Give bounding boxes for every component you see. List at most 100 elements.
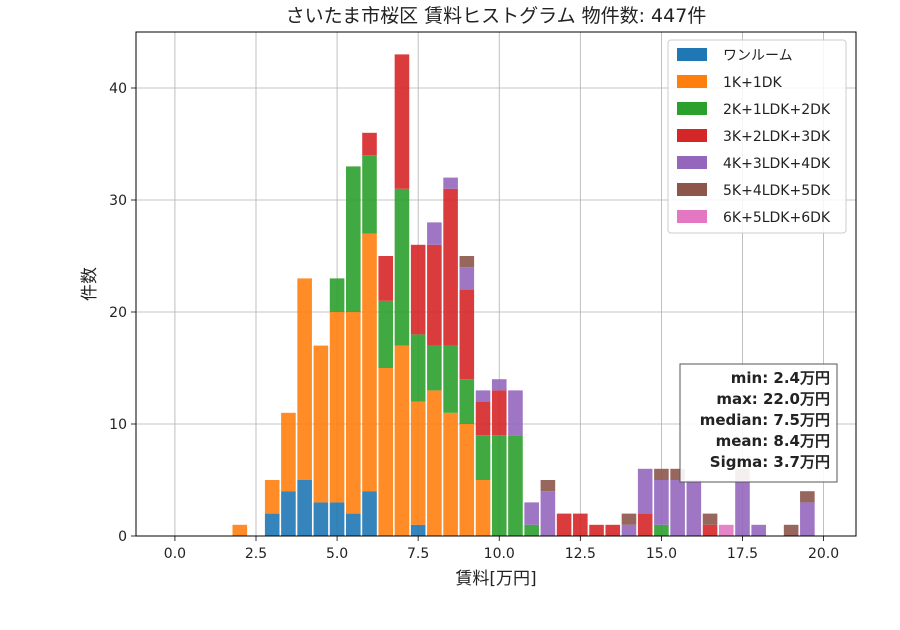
bar-segment [800, 491, 815, 503]
bar-segment [654, 480, 669, 525]
x-tick-label: 0.0 [164, 546, 186, 562]
bar-segment [573, 513, 588, 536]
bar-segment [491, 435, 507, 536]
y-tick-label: 30 [109, 193, 127, 209]
bar-segment [264, 513, 280, 536]
bar-segment [281, 412, 296, 492]
bar-segment [556, 513, 572, 536]
bar-segment [491, 379, 507, 391]
y-tick-label: 10 [109, 417, 127, 433]
x-tick-label: 17.5 [727, 546, 758, 562]
bar-segment [313, 502, 329, 536]
legend-label: 1K+1DK [723, 75, 783, 91]
legend-label: 5K+4LDK+5DK [723, 183, 831, 199]
bar-segment [297, 480, 312, 536]
bar-segment [394, 54, 410, 189]
bar-segment [297, 278, 312, 480]
bar-segment [346, 513, 361, 536]
bar-segment [378, 300, 394, 368]
bar-segment [540, 491, 556, 536]
bars [232, 54, 815, 536]
legend-label: ワンルーム [723, 48, 793, 64]
bar-segment [410, 244, 426, 335]
x-tick-label: 10.0 [484, 546, 515, 562]
bar-segment [621, 524, 637, 536]
x-tick-label: 7.5 [407, 546, 429, 562]
legend-label: 2K+1LDK+2DK [723, 102, 831, 118]
bar-segment [346, 166, 361, 312]
y-axis-label: 件数 [80, 267, 100, 301]
bar-segment [783, 524, 799, 536]
chart-title: さいたま市桜区 賃料ヒストグラム 物件数: 447件 [286, 5, 707, 27]
bar-segment [329, 312, 345, 503]
bar-segment [378, 368, 394, 536]
y-axis-ticks: 0 10 20 30 40 [109, 81, 136, 545]
bar-segment [654, 524, 669, 536]
legend-swatch [677, 48, 707, 61]
bar-segment [621, 513, 637, 525]
x-tick-label: 2.5 [245, 546, 267, 562]
legend-entries: ワンルーム 1K+1DK 2K+1LDK+2DK 3K+2LDK+3DK 4K+3LDK… [677, 48, 831, 226]
y-tick-label: 0 [118, 529, 127, 545]
bar-segment [443, 177, 458, 189]
bar-segment [524, 524, 539, 536]
bar-segment [410, 334, 426, 402]
stats-median: median: 7.5万円 [700, 411, 830, 429]
bar-segment [508, 435, 523, 536]
bar-segment [281, 491, 296, 536]
bar-segment [427, 222, 442, 245]
bar-segment [670, 480, 685, 536]
bar-segment [443, 345, 458, 413]
bar-segment [410, 524, 426, 536]
bar-segment [443, 188, 458, 346]
bar-segment [702, 524, 718, 536]
stats-mean: mean: 8.4万円 [716, 432, 830, 450]
bar-segment [654, 468, 669, 480]
bar-segment [394, 345, 410, 536]
legend-swatch [677, 129, 707, 142]
bar-segment [394, 188, 410, 346]
bar-segment [589, 524, 604, 536]
bar-segment [637, 468, 653, 514]
legend-swatch [677, 183, 707, 196]
bar-segment [735, 480, 750, 536]
bar-segment [524, 502, 539, 525]
bar-segment [232, 524, 248, 536]
bar-segment [427, 345, 442, 391]
bar-segment [346, 312, 361, 514]
legend-box [667, 39, 847, 234]
bar-segment [264, 480, 280, 514]
bar-segment [718, 524, 734, 536]
bar-segment [605, 524, 621, 536]
bar-segment [362, 155, 377, 234]
bar-segment [670, 468, 685, 480]
legend-swatch [677, 102, 707, 115]
x-axis-ticks: 0.0 2.5 5.0 7.5 10.0 12.5 15.0 17.5 20.0 [164, 536, 839, 562]
bar-segment [459, 289, 475, 380]
bar-segment [362, 491, 377, 536]
x-tick-label: 15.0 [646, 546, 677, 562]
legend-swatch [677, 75, 707, 88]
bar-segment [459, 267, 475, 290]
bar-segment [508, 390, 523, 436]
stats-min: min: 2.4万円 [731, 369, 830, 387]
bar-segment [410, 401, 426, 525]
bar-segment [475, 480, 491, 536]
bar-segment [686, 480, 702, 536]
bar-segment [475, 401, 491, 436]
legend: ワンルーム 1K+1DK 2K+1LDK+2DK 3K+2LDK+3DK 4K+3LDK… [667, 39, 847, 234]
bar-segment [427, 244, 442, 346]
x-tick-label: 12.5 [565, 546, 596, 562]
legend-label: 3K+2LDK+3DK [723, 129, 831, 145]
x-axis-label: 賃料[万円] [455, 569, 536, 589]
bar-segment [329, 278, 345, 312]
legend-label: 6K+5LDK+6DK [723, 210, 831, 226]
bar-segment [751, 524, 766, 536]
bar-segment [443, 412, 458, 536]
legend-swatch [677, 156, 707, 169]
y-tick-label: 40 [109, 81, 127, 97]
bar-segment [637, 513, 653, 536]
stats-sigma: Sigma: 3.7万円 [710, 453, 830, 471]
stats-box: min: 2.4万円 max: 22.0万円 median: 7.5万円 mea… [679, 363, 838, 483]
